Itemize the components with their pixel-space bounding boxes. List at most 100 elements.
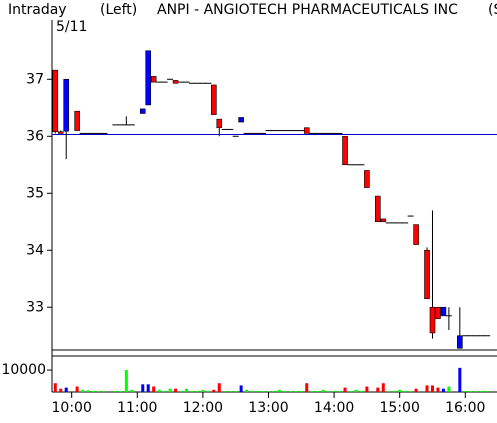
volume-bar: [299, 390, 303, 392]
volume-bar: [469, 390, 473, 392]
volume-bar: [463, 390, 467, 392]
volume-bar: [53, 383, 57, 392]
volume-bar: [485, 390, 489, 392]
volume-bar: [354, 389, 358, 392]
candle-body: [172, 80, 179, 84]
candle-body: [211, 84, 217, 115]
volume-bar: [392, 390, 396, 392]
volume-bar: [458, 367, 462, 392]
volume-bar: [179, 390, 183, 392]
volume-bar: [239, 385, 243, 392]
volume-bar: [288, 390, 292, 392]
candle-body: [139, 108, 146, 114]
volume-bar: [283, 390, 287, 392]
candle-body: [74, 110, 80, 131]
volume-bar: [266, 390, 270, 392]
volume-bar: [316, 390, 320, 392]
axis-side-label: (Left): [100, 2, 137, 18]
candle-body: [364, 170, 370, 188]
volume-bar: [425, 385, 429, 392]
y-tick-label: 35: [26, 185, 44, 201]
candle-body: [145, 50, 152, 106]
candle-body: [435, 306, 441, 319]
volume-bar: [381, 383, 385, 392]
date-label: 5/11: [56, 19, 87, 35]
x-tick-label: 13:00: [248, 400, 288, 416]
volume-bar: [97, 390, 101, 392]
volume-bar: [75, 386, 79, 392]
candle-body: [303, 127, 310, 134]
volume-tick-label: 10000: [1, 362, 46, 378]
volume-bar: [152, 386, 156, 392]
x-tick-label: 11:00: [117, 400, 157, 416]
volume-bar: [261, 390, 265, 392]
volume-bar: [327, 390, 331, 392]
volume-bar: [130, 389, 134, 392]
volume-bar: [250, 390, 254, 392]
candle-body: [413, 224, 419, 245]
volume-bar: [146, 384, 150, 392]
volume-bar: [201, 389, 205, 392]
candle-body: [429, 306, 436, 334]
candle-body: [342, 135, 348, 166]
volume-bar: [414, 388, 418, 392]
x-tick-label: 16:00: [445, 400, 485, 416]
volume-bar: [223, 390, 227, 392]
y-tick-label: 37: [26, 71, 44, 87]
candle-body: [150, 76, 157, 83]
candle-body: [440, 306, 447, 317]
volume-bar: [234, 390, 238, 392]
x-tick-label: 12:00: [183, 400, 223, 416]
volume-bar: [447, 386, 451, 392]
volume-bar: [398, 389, 402, 392]
volume-bar: [190, 390, 194, 392]
volume-bar: [195, 390, 199, 392]
volume-bar: [217, 383, 221, 392]
volume-bar: [480, 390, 484, 392]
x-tick-label: 15:00: [380, 400, 420, 416]
volume-bar: [294, 390, 298, 392]
candle-body: [57, 131, 64, 134]
volume-bar: [163, 390, 167, 392]
volume-bar: [168, 388, 172, 392]
volume-bar: [332, 390, 336, 392]
candle-body: [457, 335, 463, 349]
y-tick-label: 34: [26, 242, 44, 258]
volume-bar: [228, 390, 232, 392]
volume-bar: [119, 390, 123, 392]
volume-bar: [343, 387, 347, 392]
title-suffix: (S: [488, 2, 497, 18]
volume-bar: [310, 390, 314, 392]
volume-bar: [256, 390, 260, 392]
volume-bar: [59, 388, 63, 392]
volume-bar: [376, 387, 380, 392]
y-tick-label: 36: [26, 128, 44, 144]
volume-bar: [184, 388, 188, 392]
volume-bar: [430, 385, 434, 392]
volume-bar: [81, 389, 85, 392]
candle-body: [424, 249, 430, 300]
volume-bar: [277, 389, 281, 392]
volume-bar: [365, 386, 369, 392]
volume-bar: [245, 389, 249, 392]
period-label: Intraday: [8, 2, 67, 18]
volume-bar: [124, 370, 128, 392]
candle-body: [52, 69, 59, 133]
volume-bar: [174, 388, 178, 392]
volume-bar: [348, 390, 352, 392]
volume-bar: [206, 390, 210, 392]
volume-bar: [359, 390, 363, 392]
volume-bar: [474, 390, 478, 392]
x-tick-label: 10:00: [52, 400, 92, 416]
volume-bar: [409, 390, 413, 392]
chart-title: ANPI - ANGIOTECH PHARMACEUTICALS INC: [157, 2, 458, 18]
candle-body: [216, 118, 223, 129]
candle-body: [375, 195, 381, 223]
volume-bar: [212, 389, 216, 392]
volume-bar: [272, 390, 276, 392]
volume-bar: [86, 390, 90, 392]
volume-bar: [92, 390, 96, 392]
volume-bar: [157, 389, 161, 392]
volume-bar: [305, 383, 309, 392]
